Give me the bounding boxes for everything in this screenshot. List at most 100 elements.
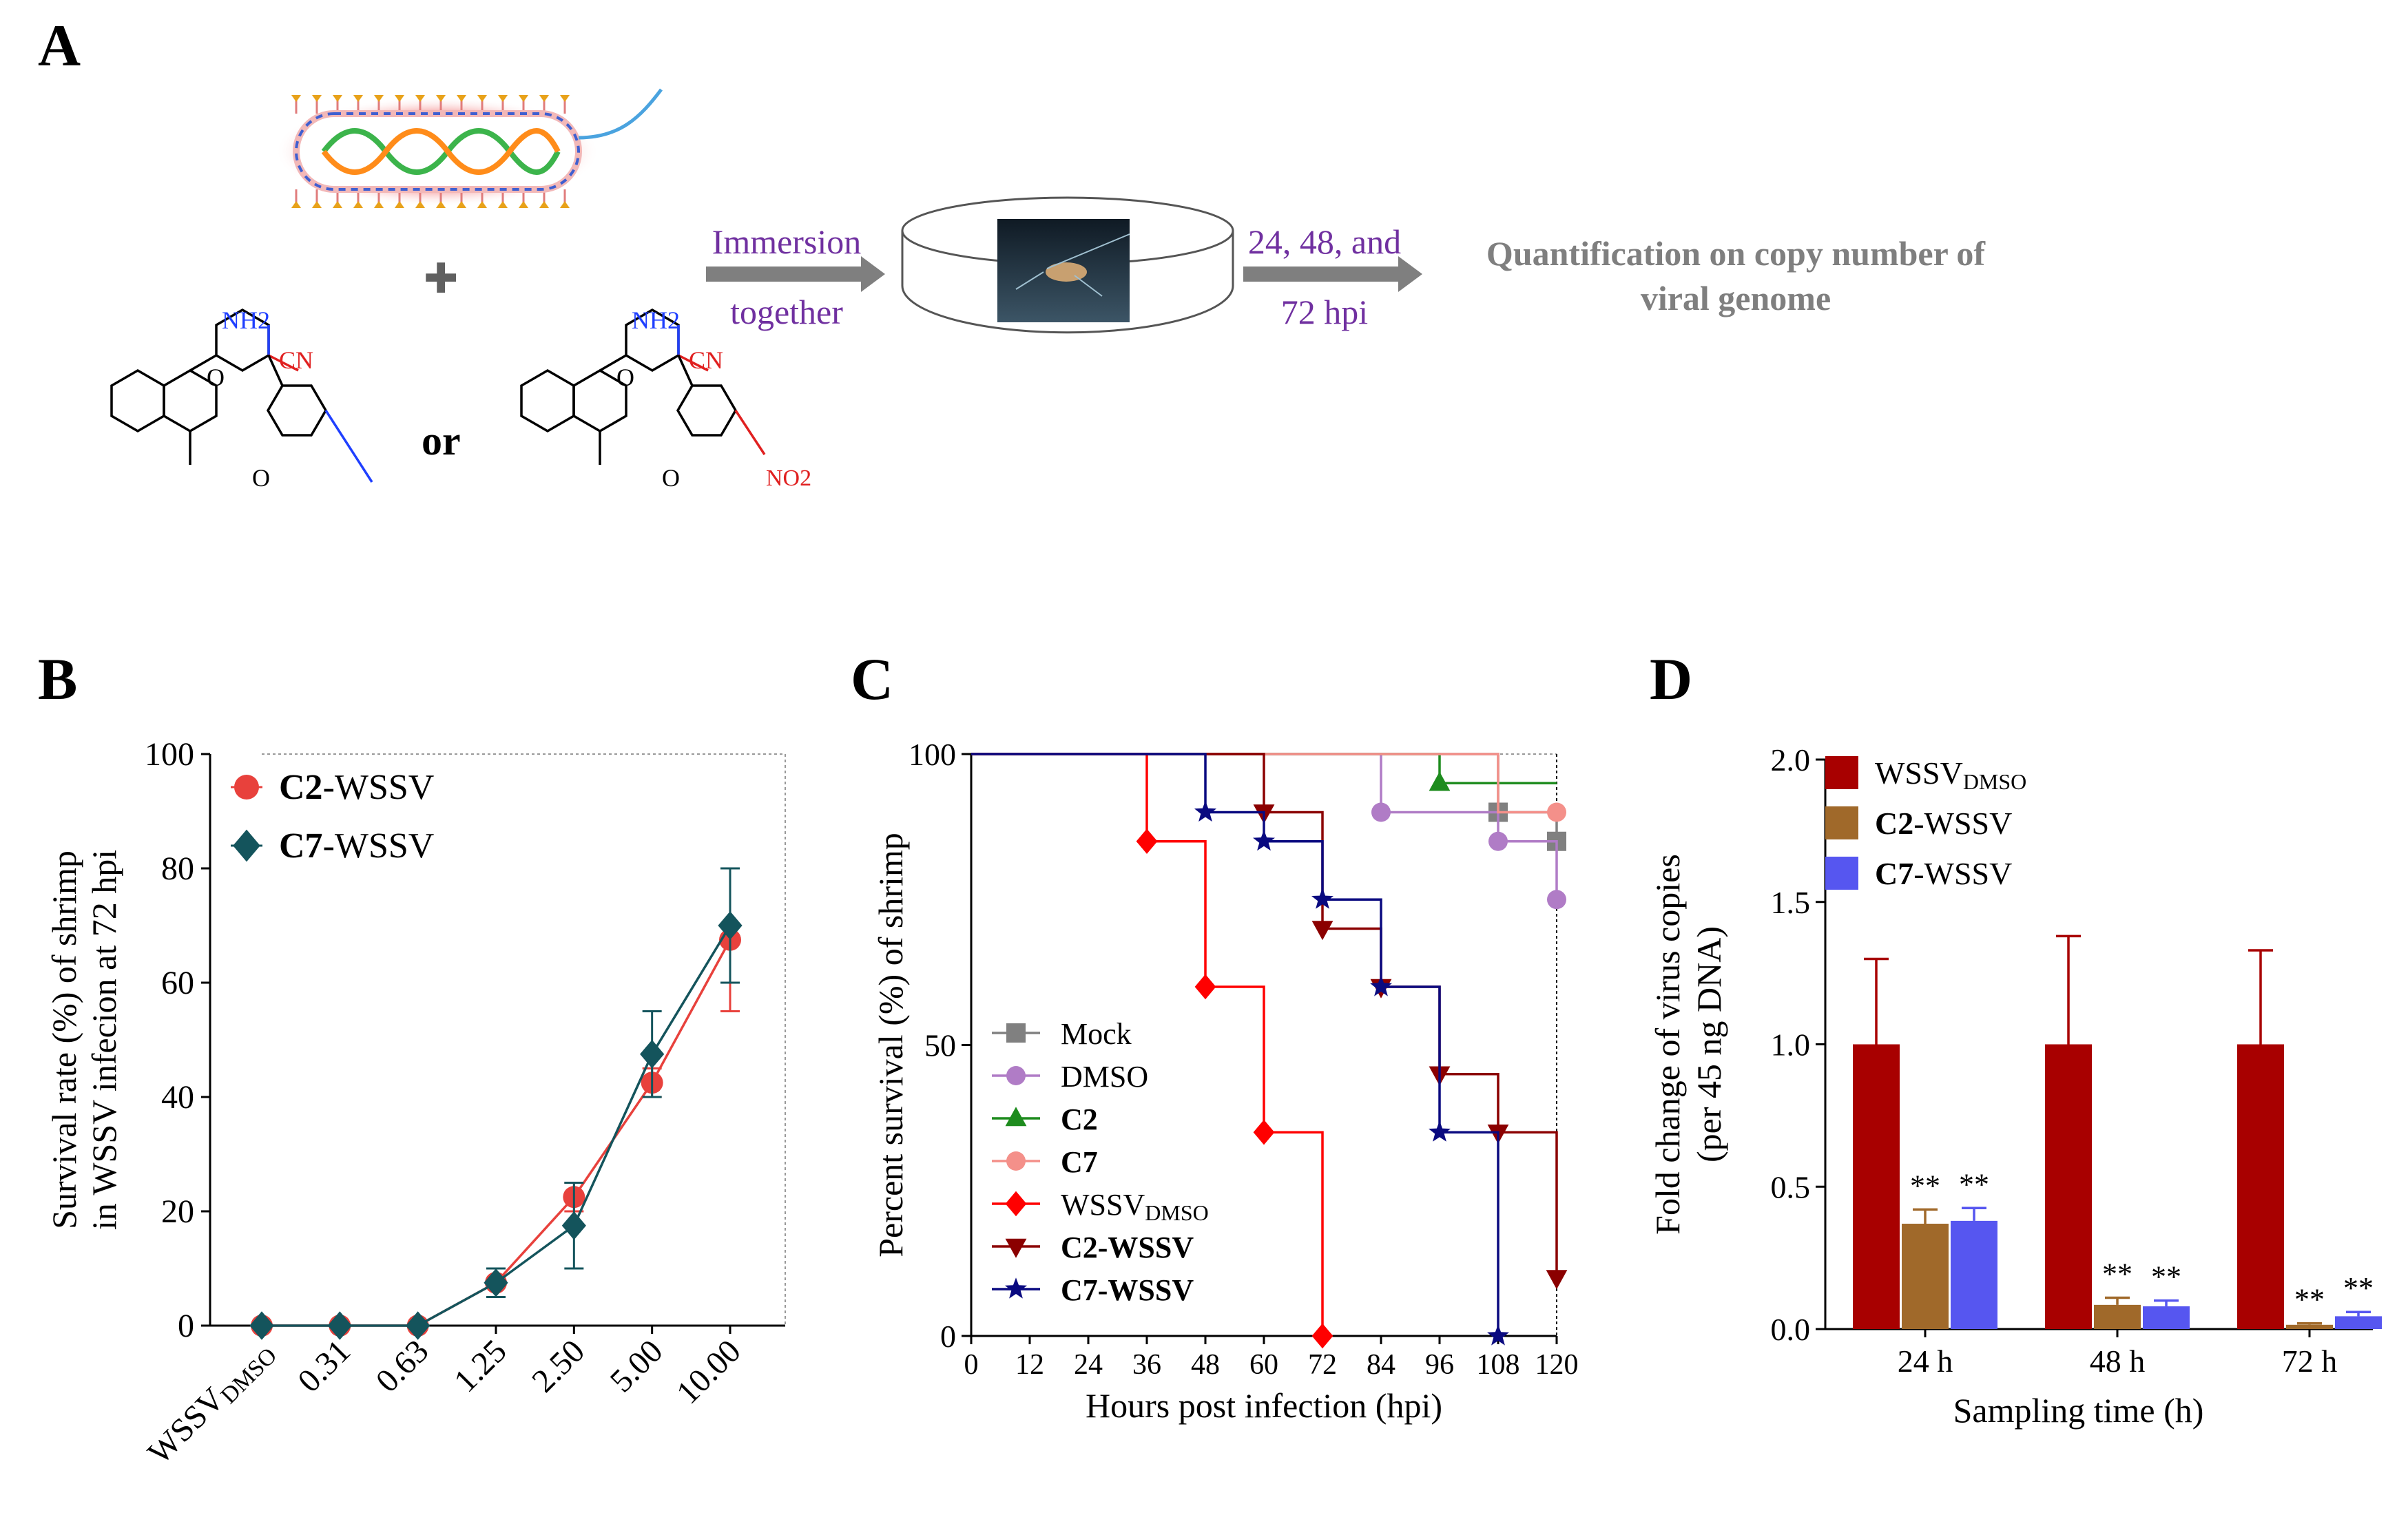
virus-spike-head [291, 201, 301, 208]
virus-icon [276, 88, 663, 208]
x-tick-label: 48 h [2090, 1344, 2146, 1379]
y-tick-label: 0.5 [1771, 1169, 1811, 1204]
data-point [718, 911, 743, 940]
x-tick-label: 96 [1425, 1349, 1454, 1381]
virus-spike-head [519, 201, 528, 208]
x-tick-label: 72 [1308, 1349, 1337, 1381]
data-point [484, 1268, 508, 1297]
series-bars-1: ** ** ** [1902, 1169, 2333, 1329]
event-marker [1370, 975, 1392, 996]
x-tick-label: 24 [1074, 1349, 1103, 1381]
virus-spike-head [477, 95, 487, 102]
series-line [262, 925, 731, 1327]
x-tick-label: 72 h [2282, 1344, 2338, 1379]
molecule-c2-nitrile: CN [279, 346, 313, 374]
y-tick-label: 100 [909, 737, 956, 772]
x-tick-label: 1.25 [447, 1333, 514, 1399]
panel-c: C 0 50 100 0 12 24 36 48 60 72 84 96 108 120 Hours pos… [851, 646, 1579, 1425]
y-axis-label: Fold change of virus copies(per 45 ng DN… [1648, 854, 1728, 1235]
arrow2-bottom-label: 72 hpi [1281, 293, 1368, 331]
event-marker [1194, 800, 1216, 822]
event-marker [1371, 802, 1391, 822]
legend-label: C7 [1061, 1145, 1098, 1179]
x-tick-label: 120 [1535, 1349, 1579, 1381]
panel-c-letter: C [851, 646, 893, 712]
y-tick-label: 0 [940, 1319, 956, 1354]
series-c7-wssv [971, 753, 1509, 1346]
virus-spike-head [498, 95, 508, 102]
or-label: or [422, 418, 461, 463]
legend-label: WSSVDMSO [1061, 1188, 1209, 1225]
legend-label: WSSVDMSO [1875, 755, 2026, 794]
result-line1: Quantification on copy number of [1486, 234, 1986, 273]
virus-spike-head [519, 95, 528, 102]
legend-label: C2-WSSV [1875, 806, 2012, 841]
virus-spike-head [333, 201, 342, 208]
panel-a: A ✚ NH2 CN O O or [38, 12, 1986, 492]
bar [2237, 1044, 2284, 1329]
y-tick-label: 1.5 [1771, 885, 1811, 920]
x-tick-label: 12 [1015, 1349, 1044, 1381]
bar [1951, 1220, 1997, 1329]
molecule-c2-ring-oxygen: O [207, 364, 225, 391]
bar [2045, 1044, 2092, 1329]
significance-label: ** [2151, 1260, 2181, 1294]
survival-step-line [971, 753, 1499, 1336]
event-marker [1546, 1270, 1568, 1290]
event-marker [1253, 1120, 1275, 1145]
x-tick-label: 48 [1191, 1349, 1220, 1381]
event-marker [1136, 828, 1158, 854]
bar [2143, 1306, 2190, 1329]
x-tick-label: 0 [964, 1349, 979, 1381]
x-tick-label: 0.31 [291, 1333, 357, 1399]
result-line2: viral genome [1641, 279, 1831, 317]
significance-label: ** [1959, 1167, 1989, 1201]
plus-icon: ✚ [424, 256, 458, 302]
y-tick-label: 1.0 [1771, 1027, 1811, 1063]
x-tick-label: 36 [1132, 1349, 1161, 1381]
molecule-c7 [520, 308, 766, 465]
event-marker [1547, 890, 1566, 910]
arrow2-top-label: 24, 48, and [1248, 222, 1401, 261]
x-axis-label: Sampling time (h) [1953, 1391, 2204, 1430]
virus-spike-head [353, 95, 363, 102]
legend-marker [1006, 1066, 1026, 1085]
legend-marker [1006, 1023, 1026, 1043]
significance-label: ** [2102, 1257, 2132, 1291]
molecule-c2 [110, 308, 373, 483]
bar [1902, 1224, 1949, 1329]
data-point [249, 1311, 274, 1340]
y-axis-label: Percent survival (%) of shrimp [871, 833, 910, 1257]
legend-label: DMSO [1061, 1060, 1148, 1094]
legend-label: C7-WSSV [279, 826, 434, 866]
virus-spike-head [333, 95, 342, 102]
bar [1853, 1044, 1900, 1329]
series-c7 [249, 867, 743, 1340]
legend-marker [1005, 1191, 1027, 1217]
virus-spike-head [477, 201, 487, 208]
petri-dish-icon [901, 196, 1234, 334]
series-bars-0 [1853, 934, 2284, 1329]
event-marker [1194, 974, 1216, 1000]
event-marker [1429, 771, 1451, 791]
event-marker [1311, 921, 1333, 941]
molecule-c7-nitro: NO2 [766, 466, 811, 491]
virus-spike-head [560, 95, 570, 102]
bar [2335, 1316, 2382, 1329]
arrow1-top-label: Immersion [712, 222, 862, 261]
x-tick-label: 24 h [1898, 1344, 1953, 1379]
y-tick-label: 0 [178, 1308, 194, 1344]
virus-spike-head [415, 201, 425, 208]
event-marker [1547, 802, 1566, 822]
event-marker [1429, 1120, 1451, 1142]
legend-label: Mock [1061, 1017, 1132, 1051]
x-tick-label: 84 [1367, 1349, 1395, 1381]
bar [2094, 1304, 2141, 1329]
molecule-c7-ring-oxygen: O [616, 364, 634, 391]
legend-swatch [1825, 756, 1858, 789]
virus-spike-head [560, 201, 570, 208]
legend-label: C2-WSSV [1061, 1231, 1194, 1264]
x-tick-label: 2.50 [525, 1333, 592, 1399]
series-wssv [971, 753, 1333, 1349]
molecule-c7-amine: NH2 [632, 306, 680, 334]
